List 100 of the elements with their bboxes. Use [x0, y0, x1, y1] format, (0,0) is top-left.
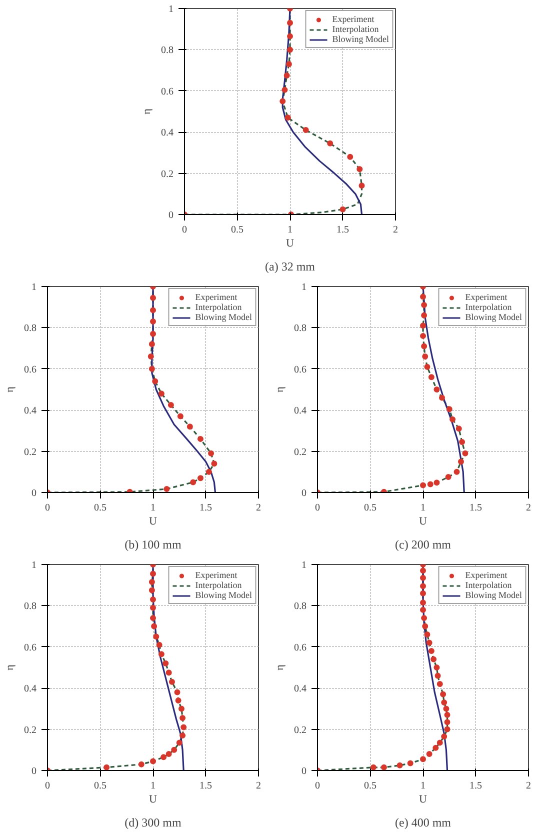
- point: [459, 439, 466, 446]
- x-axis-title: U: [286, 238, 294, 250]
- point: [287, 33, 293, 40]
- point: [340, 206, 346, 212]
- point: [347, 154, 354, 160]
- y-tick-label: 0.8: [24, 323, 36, 334]
- point: [420, 568, 426, 574]
- text: (e) 400 mm: [395, 816, 452, 830]
- point: [420, 600, 426, 606]
- x-tick-label: 2: [256, 502, 261, 514]
- point: [211, 460, 218, 467]
- x-tick-label: 1: [420, 780, 426, 792]
- point: [420, 332, 426, 339]
- y-tick-label: 0: [32, 488, 36, 499]
- point: [436, 680, 443, 687]
- legend-label: Experiment: [465, 570, 508, 580]
- point: [443, 706, 450, 712]
- x-tick-label: 1.5: [200, 780, 212, 792]
- legend-label: Interpolation: [195, 302, 242, 312]
- point: [174, 689, 180, 696]
- point: [422, 354, 428, 360]
- x-axis-title: U: [419, 794, 428, 806]
- point: [176, 740, 182, 746]
- point: [450, 416, 456, 422]
- point: [148, 341, 155, 348]
- y-axis-title: η: [4, 386, 16, 392]
- x-tick-label: 0: [182, 224, 187, 236]
- point: [420, 574, 426, 581]
- legend-label: Blowing Model: [465, 590, 522, 600]
- legend-label: Blowing Model: [465, 312, 522, 322]
- y-axis-title: η: [141, 108, 153, 114]
- point: [380, 764, 387, 770]
- x-tick-label: 2: [526, 780, 531, 792]
- x-axis-title: U: [419, 516, 428, 528]
- point: [438, 394, 445, 401]
- point: [148, 579, 155, 586]
- y-tick-label: 0.6: [161, 86, 174, 98]
- point: [197, 436, 204, 442]
- y-tick-label: 0.2: [161, 168, 174, 180]
- y-tick-label: 0: [302, 488, 306, 499]
- point: [327, 140, 334, 146]
- point: [454, 468, 460, 475]
- y-tick-label: 0.6: [24, 642, 36, 654]
- y-axis-title: η: [4, 664, 16, 670]
- point: [175, 697, 182, 704]
- point: [407, 760, 414, 766]
- point: [462, 450, 468, 456]
- y-tick-label: 0: [168, 210, 174, 221]
- y-tick-label: 0.2: [24, 446, 36, 458]
- point: [427, 481, 434, 488]
- legend-label: Blowing Model: [332, 34, 389, 44]
- point: [180, 732, 186, 738]
- point: [446, 406, 452, 412]
- y-tick-label: 0.4: [294, 406, 306, 417]
- y-tick-label: 0.4: [294, 684, 306, 695]
- point: [436, 740, 443, 746]
- point: [434, 672, 441, 679]
- x-tick-label: 0.5: [231, 224, 244, 236]
- y-tick-label: 0.4: [24, 684, 36, 695]
- point: [458, 458, 464, 465]
- y-tick-label: 1: [168, 4, 174, 15]
- y-tick-label: 0: [32, 766, 36, 777]
- point: [158, 651, 164, 658]
- y-tick-label: 1: [302, 560, 306, 571]
- point: [424, 632, 430, 638]
- x-tick-label: 1.5: [200, 502, 212, 514]
- point: [284, 114, 291, 121]
- point: [164, 486, 170, 492]
- y-tick-label: 0.8: [294, 601, 306, 612]
- legend-label: Blowing Model: [195, 590, 252, 600]
- point: [152, 378, 158, 384]
- point: [150, 615, 156, 622]
- point: [280, 98, 286, 104]
- point: [302, 127, 309, 134]
- point: [421, 312, 428, 318]
- y-tick-label: 0.6: [294, 364, 306, 376]
- point: [428, 648, 434, 654]
- point: [180, 714, 186, 721]
- point: [444, 726, 450, 732]
- point: [422, 623, 428, 630]
- legend-label: Blowing Model: [195, 312, 252, 322]
- y-tick-label: 1: [32, 560, 36, 571]
- x-tick-label: 1: [420, 502, 426, 514]
- point: [168, 402, 174, 408]
- point: [150, 596, 156, 603]
- y-tick-label: 0.8: [294, 323, 306, 334]
- point: [150, 330, 156, 337]
- point: [148, 366, 155, 372]
- point: [186, 424, 193, 430]
- point: [420, 606, 426, 613]
- x-tick-label: 1: [150, 780, 156, 792]
- x-tick-label: 2: [393, 224, 398, 236]
- point: [150, 758, 156, 764]
- point: [153, 634, 160, 640]
- legend-label: Interpolation: [195, 580, 242, 590]
- text: (c) 200 mm: [395, 538, 452, 552]
- legend-label: Experiment: [195, 292, 238, 302]
- point: [456, 426, 462, 432]
- point: [150, 570, 156, 577]
- point: [424, 364, 430, 370]
